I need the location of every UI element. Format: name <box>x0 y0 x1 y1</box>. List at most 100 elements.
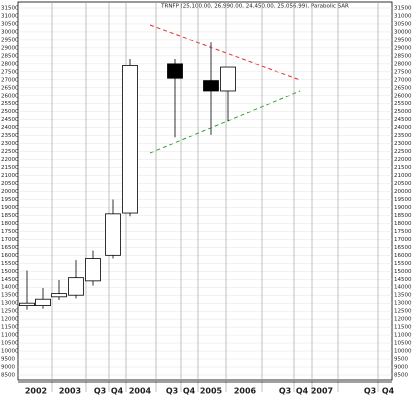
y-tick-label: 26000 <box>1 93 19 99</box>
x-tick-label: Q4 <box>111 387 124 396</box>
candle-body <box>122 65 138 214</box>
y-tick-label: 21500 <box>394 165 412 171</box>
candle-body <box>51 293 67 298</box>
y-tick-label: 20000 <box>394 189 412 195</box>
x-tick-label: Q3 <box>94 387 106 396</box>
resistance-trendline <box>149 24 301 81</box>
y-tick-label: 12000 <box>394 317 412 323</box>
y-tick-label: 15000 <box>394 269 412 275</box>
candle-body <box>220 66 236 92</box>
y-tick-label: 29000 <box>394 45 412 51</box>
y-tick-label: 13000 <box>1 301 19 307</box>
x-tick-label: 2004 <box>129 387 152 396</box>
y-tick-label: 30500 <box>394 21 412 27</box>
y-tick-label: 31500 <box>394 6 412 12</box>
y-tick-label: 9000 <box>394 365 408 371</box>
x-tick-label: Q3 <box>279 387 291 396</box>
y-tick-label: 22000 <box>394 157 412 163</box>
y-tick-label: 27500 <box>1 69 19 75</box>
y-tick-label: 26500 <box>1 85 19 91</box>
x-tick-label: 2003 <box>59 387 81 396</box>
y-tick-label: 18500 <box>1 213 19 219</box>
y-tick-label: 24500 <box>394 117 412 123</box>
y-tick-label: 12000 <box>1 317 19 323</box>
y-tick-label: 17500 <box>1 229 19 235</box>
y-tick-label: 11000 <box>1 333 19 339</box>
y-tick-label: 14000 <box>1 285 19 291</box>
y-tick-label: 13500 <box>394 293 412 299</box>
y-tick-label: 30000 <box>1 29 19 35</box>
y-tick-label: 14000 <box>394 285 412 291</box>
candle-body <box>203 80 219 92</box>
y-tick-label: 24000 <box>394 125 412 131</box>
y-tick-label: 13000 <box>394 301 412 307</box>
y-tick-label: 30500 <box>1 21 19 27</box>
x-tick-label: Q4 <box>296 387 309 396</box>
y-tick-label: 31000 <box>394 13 412 19</box>
y-tick-label: 9500 <box>394 357 408 363</box>
y-tick-label: 17500 <box>394 229 412 235</box>
y-tick-label: 22500 <box>394 149 412 155</box>
y-tick-label: 28000 <box>394 61 412 67</box>
y-tick-label: 13500 <box>1 293 19 299</box>
y-tick-label: 16000 <box>1 253 19 259</box>
y-tick-label: 9000 <box>1 365 15 371</box>
candle-body <box>105 213 121 256</box>
y-tick-label: 21000 <box>1 173 19 179</box>
y-tick-label: 27000 <box>1 77 19 83</box>
y-tick-label: 16500 <box>394 245 412 251</box>
y-tick-label: 26500 <box>394 85 412 91</box>
y-tick-label: 31500 <box>1 6 19 12</box>
y-tick-label: 22500 <box>1 149 19 155</box>
y-tick-label: 12500 <box>394 309 412 315</box>
y-tick-label: 25500 <box>394 101 412 107</box>
chart-title: TRNFP (25,100.00, 26,990.00, 24,450.00, … <box>160 4 349 10</box>
candle-body <box>167 63 183 79</box>
y-tick-label: 23500 <box>394 133 412 139</box>
y-tick-label: 29500 <box>1 37 19 43</box>
y-tick-label: 27000 <box>394 77 412 83</box>
x-tick-label: Q4 <box>183 387 196 396</box>
y-tick-label: 26000 <box>394 93 412 99</box>
y-tick-label: 21000 <box>394 173 412 179</box>
y-tick-label: 20500 <box>1 181 19 187</box>
y-tick-label: 14500 <box>394 277 412 283</box>
x-tick-label: 2006 <box>234 387 257 396</box>
y-tick-label: 8500 <box>1 373 15 379</box>
x-tick-label: Q3 <box>364 387 376 396</box>
y-tick-label: 19500 <box>394 197 412 203</box>
y-tick-label: 9500 <box>1 357 15 363</box>
y-tick-label: 17000 <box>394 237 412 243</box>
y-tick-label: 18000 <box>1 221 19 227</box>
y-tick-label: 27500 <box>394 69 412 75</box>
y-tick-label: 25500 <box>1 101 19 107</box>
x-tick-label: 2007 <box>311 387 333 396</box>
y-tick-label: 15500 <box>1 261 19 267</box>
y-tick-label: 16500 <box>1 245 19 251</box>
y-tick-label: 24500 <box>1 117 19 123</box>
y-tick-label: 18500 <box>394 213 412 219</box>
y-tick-label: 10500 <box>1 341 19 347</box>
y-tick-label: 11500 <box>394 325 412 331</box>
y-tick-label: 28500 <box>394 53 412 59</box>
y-tick-label: 10500 <box>394 341 412 347</box>
y-tick-label: 28000 <box>1 61 19 67</box>
candle-body <box>68 277 84 296</box>
candle-body <box>19 302 35 306</box>
y-tick-label: 8500 <box>394 373 408 379</box>
y-tick-label: 22000 <box>1 157 19 163</box>
y-tick-label: 20500 <box>394 181 412 187</box>
x-tick-label: Q3 <box>166 387 178 396</box>
y-tick-label: 30000 <box>394 29 412 35</box>
x-tick-label: Q4 <box>382 387 395 396</box>
y-tick-label: 10000 <box>394 349 412 355</box>
y-tick-label: 19000 <box>1 205 19 211</box>
y-tick-label: 25000 <box>1 109 19 115</box>
y-tick-label: 11500 <box>1 325 19 331</box>
y-tick-label: 23000 <box>394 141 412 147</box>
y-tick-label: 18000 <box>394 221 412 227</box>
y-tick-label: 14500 <box>1 277 19 283</box>
y-tick-label: 19000 <box>394 205 412 211</box>
y-tick-label: 16000 <box>394 253 412 259</box>
